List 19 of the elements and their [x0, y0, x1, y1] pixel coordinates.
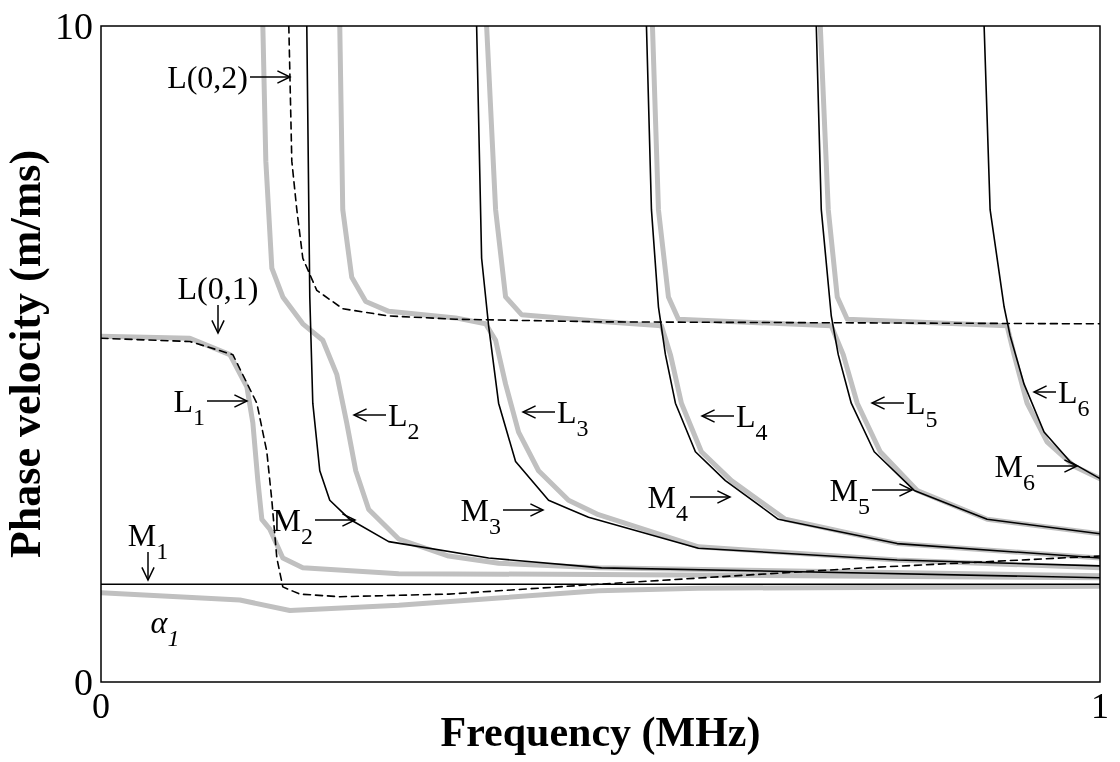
annotation: M$_{1}$ — [127, 517, 169, 564]
annotation: M$_{5}$ — [829, 472, 870, 519]
annotation: M$_{2}$ — [272, 502, 313, 549]
x-tick-label: 1 — [1091, 686, 1109, 726]
annotation: L(0,1) — [177, 270, 259, 306]
annotation: L$_{1}$ — [173, 383, 205, 430]
y-axis-title: Phase velocity (m/ms) — [1, 149, 50, 559]
annotation: L$_{4}$ — [736, 398, 768, 445]
annotation: L$_{5}$ — [906, 385, 938, 432]
annotation: M$_{4}$ — [647, 479, 688, 526]
x-axis-title: Frequency (MHz) — [440, 709, 761, 756]
annotation: α$_{1}$ — [150, 604, 180, 651]
annotation: L$_{2}$ — [388, 397, 420, 444]
annotation: L(0,2) — [167, 59, 248, 95]
annotation: L$_{3}$ — [557, 394, 589, 441]
annotation: M$_{3}$ — [460, 492, 501, 539]
annotation: L$_{6}$ — [1058, 374, 1090, 421]
y-tick-label: 10 — [55, 5, 93, 48]
annotation: M$_{6}$ — [994, 448, 1035, 495]
